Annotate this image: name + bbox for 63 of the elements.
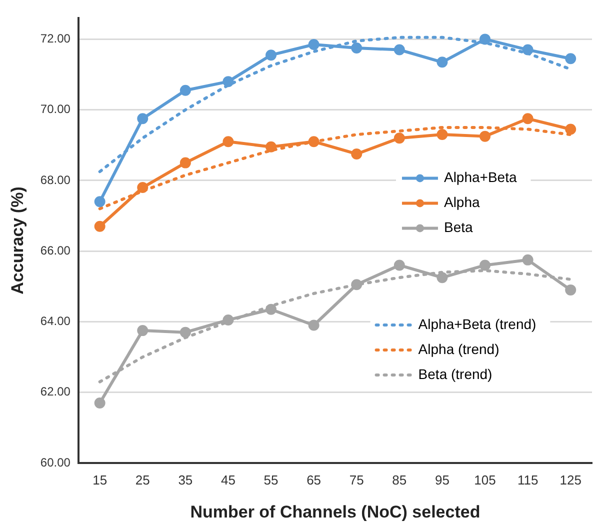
point (351, 42, 362, 54)
point (94, 220, 106, 232)
point (94, 196, 106, 208)
x-tick-label: 55 (264, 472, 278, 488)
x-tick-label: 125 (560, 472, 582, 488)
point (137, 325, 148, 336)
point (394, 132, 405, 144)
point (480, 34, 491, 45)
x-tick-label: 65 (306, 472, 322, 488)
x-tick-label: 75 (349, 472, 364, 488)
point (137, 182, 148, 194)
point (565, 124, 576, 135)
point (180, 157, 191, 168)
point (266, 304, 277, 315)
point (308, 38, 320, 50)
point (394, 260, 405, 271)
legend-label: Alpha+Beta (trend) (418, 316, 536, 332)
legend-label: Alpha+Beta (444, 169, 517, 186)
point (436, 272, 448, 284)
y-tick-label: 64.00 (40, 314, 71, 328)
point (222, 314, 234, 326)
y-tick-label: 62.00 (40, 384, 71, 399)
point (394, 44, 405, 56)
point (436, 56, 448, 68)
y-tick-label: 66.00 (40, 243, 71, 258)
x-tick-label: 105 (474, 472, 496, 488)
point (308, 136, 320, 148)
legend-label: Alpha (444, 194, 480, 210)
legend-label: Beta (trend) (418, 366, 492, 382)
point (94, 397, 106, 408)
y-tick-label: 72.00 (40, 32, 71, 46)
x-tick-label: 15 (92, 472, 108, 488)
point (266, 50, 277, 61)
y-tick-label: 60.00 (40, 455, 71, 470)
point (565, 284, 576, 296)
point (522, 44, 534, 56)
point (266, 141, 277, 152)
x-tick-label: 85 (392, 472, 407, 488)
point (522, 113, 534, 124)
x-tick-label: 25 (135, 472, 150, 488)
point (351, 148, 362, 160)
point (522, 254, 534, 266)
x-axis-title: Number of Channels (NoC) selected (190, 502, 480, 522)
x-tick-label: 95 (434, 472, 450, 488)
point (351, 279, 362, 290)
point (222, 136, 234, 148)
y-tick-label: 70.00 (40, 102, 71, 116)
legend-label: Beta (444, 219, 473, 236)
y-axis-title: Accuracy (%) (8, 186, 27, 294)
legend-label: Alpha (trend) (418, 340, 500, 357)
x-tick-label: 115 (517, 472, 538, 488)
point (480, 260, 491, 271)
y-tick-label: 68.00 (40, 172, 71, 187)
point (436, 129, 448, 140)
point (480, 130, 491, 142)
point (180, 326, 191, 338)
x-tick-label: 35 (178, 472, 193, 488)
point (137, 113, 148, 124)
point (180, 84, 191, 96)
point (565, 53, 576, 64)
point (308, 320, 320, 331)
point (222, 76, 234, 88)
x-tick-label: 45 (220, 472, 236, 488)
